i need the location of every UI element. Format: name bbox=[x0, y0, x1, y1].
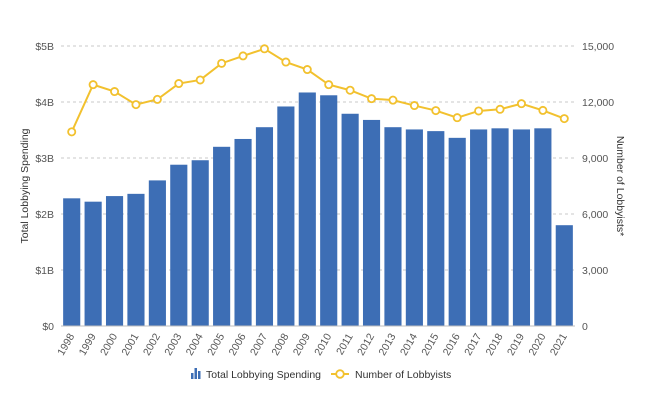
x-tick-label: 2000 bbox=[98, 331, 120, 357]
bar-1999 bbox=[84, 201, 102, 326]
left-tick-label: $2B bbox=[35, 209, 54, 221]
right-tick-label: 0 bbox=[582, 321, 588, 333]
x-tick-label: 2021 bbox=[548, 331, 570, 357]
bar-2006 bbox=[234, 138, 252, 326]
bar-2004 bbox=[191, 160, 209, 326]
point-1999 bbox=[88, 80, 98, 90]
left-tick-label: $3B bbox=[35, 153, 54, 165]
right-tick-label: 15,000 bbox=[582, 41, 614, 53]
x-tick-label: 2012 bbox=[355, 331, 377, 357]
point-2010 bbox=[324, 80, 334, 90]
lobbyists-polyline bbox=[70, 47, 565, 133]
x-tick-label: 2004 bbox=[184, 331, 206, 357]
x-tick-label: 2006 bbox=[227, 331, 249, 357]
legend: Total Lobbying Spending Number of Lobbyi… bbox=[191, 368, 451, 381]
spending-bars bbox=[63, 92, 573, 326]
x-tick-label: 2010 bbox=[312, 331, 334, 357]
point-2009 bbox=[302, 65, 312, 75]
bar-2005 bbox=[213, 146, 231, 326]
point-2016 bbox=[452, 113, 462, 123]
right-tick-label: 6,000 bbox=[582, 209, 608, 221]
bar-2017 bbox=[470, 129, 488, 326]
right-tick-label: 9,000 bbox=[582, 153, 608, 165]
x-tick-label: 2017 bbox=[462, 331, 484, 357]
bar-2020 bbox=[534, 128, 552, 326]
point-2004 bbox=[195, 75, 205, 85]
line-marker-icon bbox=[331, 369, 349, 379]
bar-2015 bbox=[427, 131, 445, 326]
x-tick-label: 2002 bbox=[141, 331, 163, 357]
legend-item-lobbyists[interactable]: Number of Lobbyists bbox=[331, 369, 451, 381]
point-2020 bbox=[538, 105, 548, 115]
x-tick-label: 2016 bbox=[441, 331, 463, 357]
point-2005 bbox=[217, 58, 227, 68]
point-1998 bbox=[67, 127, 77, 137]
x-tick-label: 2019 bbox=[505, 331, 527, 357]
point-2002 bbox=[152, 94, 162, 104]
bar-2007 bbox=[255, 127, 274, 326]
x-tick-label: 2018 bbox=[484, 331, 506, 357]
left-tick-label: $5B bbox=[35, 41, 54, 53]
point-2021 bbox=[559, 114, 569, 124]
bar-2008 bbox=[277, 106, 295, 326]
bar-2014 bbox=[405, 129, 423, 326]
bar-2012 bbox=[362, 119, 381, 326]
point-2018 bbox=[495, 104, 505, 114]
legend-label-spending: Total Lobbying Spending bbox=[206, 369, 321, 381]
x-tick-label: 1998 bbox=[55, 331, 77, 357]
point-2012 bbox=[367, 94, 377, 104]
point-2015 bbox=[431, 106, 441, 116]
bar-2011 bbox=[341, 113, 359, 326]
bar-2019 bbox=[512, 129, 531, 326]
left-tick-label: $1B bbox=[35, 265, 54, 277]
bar-2009 bbox=[298, 92, 316, 326]
point-2013 bbox=[388, 95, 398, 105]
bar-2000 bbox=[105, 196, 124, 326]
point-2000 bbox=[110, 87, 120, 97]
x-tick-label: 2013 bbox=[376, 331, 398, 357]
bar-2021 bbox=[555, 225, 573, 326]
x-tick-label: 2015 bbox=[419, 331, 441, 357]
point-2006 bbox=[238, 51, 248, 61]
x-tick-label: 2014 bbox=[398, 331, 420, 357]
legend-item-spending[interactable]: Total Lobbying Spending bbox=[191, 368, 321, 381]
bar-2016 bbox=[448, 137, 466, 326]
bar-1998 bbox=[63, 198, 81, 326]
point-2008 bbox=[281, 57, 291, 67]
bar-2013 bbox=[384, 127, 402, 326]
lobbyists-line bbox=[67, 44, 569, 137]
bar-2003 bbox=[170, 164, 188, 326]
bar-2001 bbox=[127, 193, 145, 326]
bar-2010 bbox=[320, 95, 338, 326]
bar-2002 bbox=[148, 180, 166, 326]
right-tick-label: 3,000 bbox=[582, 265, 608, 277]
x-tick-label: 2007 bbox=[248, 331, 270, 357]
point-2007 bbox=[259, 44, 269, 54]
point-2019 bbox=[516, 99, 526, 109]
legend-label-lobbyists: Number of Lobbyists bbox=[355, 369, 451, 381]
point-2017 bbox=[474, 106, 484, 116]
bar-chart-icon bbox=[191, 368, 201, 379]
x-tick-label: 2003 bbox=[162, 331, 184, 357]
x-tick-label: 1999 bbox=[77, 331, 99, 357]
right-axis-title: Number of Lobbyists* bbox=[614, 136, 626, 236]
point-2011 bbox=[345, 85, 355, 95]
x-tick-label: 2020 bbox=[526, 331, 548, 357]
bar-2018 bbox=[491, 128, 509, 326]
x-tick-label: 2005 bbox=[205, 331, 227, 357]
point-2014 bbox=[409, 101, 419, 111]
x-tick-label: 2011 bbox=[334, 331, 356, 357]
left-tick-label: $4B bbox=[35, 97, 54, 109]
point-2003 bbox=[174, 79, 184, 89]
x-tick-label: 2001 bbox=[119, 331, 141, 357]
right-tick-label: 12,000 bbox=[582, 97, 614, 109]
x-tick-label: 2008 bbox=[269, 331, 291, 357]
x-tick-label: 2009 bbox=[291, 331, 313, 357]
left-tick-label: $0 bbox=[42, 321, 54, 333]
point-2001 bbox=[131, 100, 141, 110]
left-axis-title: Total Lobbying Spending bbox=[19, 128, 31, 243]
